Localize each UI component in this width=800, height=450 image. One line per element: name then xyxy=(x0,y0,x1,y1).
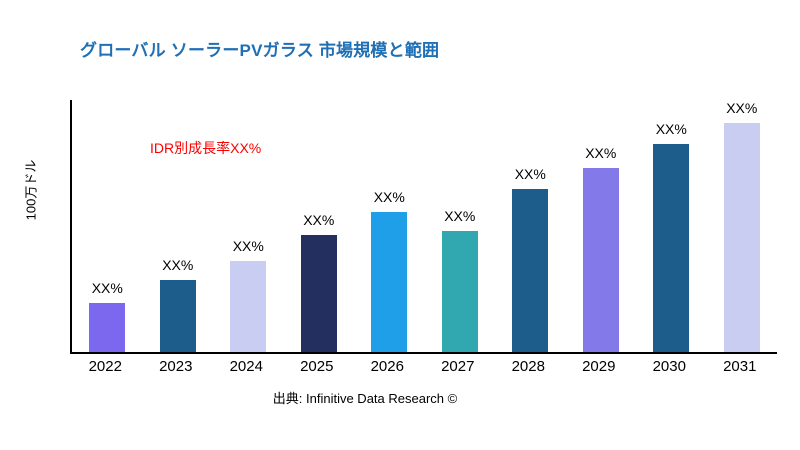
bar-group-2026: XX% xyxy=(354,100,425,352)
bar-2024 xyxy=(230,261,267,352)
y-axis-label: 100万ドル xyxy=(23,159,39,221)
bar-group-2023: XX% xyxy=(143,100,214,352)
bar-group-2022: XX% xyxy=(72,100,143,352)
bar-2031 xyxy=(723,123,760,352)
bar-value-label-2030: XX% xyxy=(655,121,687,138)
bar-2027 xyxy=(441,230,478,352)
x-axis-labels: 2022 2023 2024 2025 2026 2027 2028 2029 2030 2031 xyxy=(70,358,775,375)
growth-rate-annotation: IDR別成長率XX% xyxy=(150,140,262,156)
bar-2022 xyxy=(89,303,126,352)
bar-value-label-2027: XX% xyxy=(444,207,476,224)
bar-2028 xyxy=(512,188,549,352)
plot-area: IDR別成長率XX% XX% XX% XX% XX% XX% XX% XX% XX% XX% XX… xyxy=(70,100,777,354)
bar-value-label-2026: XX% xyxy=(373,189,405,205)
bar-group-2031: XX% xyxy=(707,100,778,352)
bar-2030 xyxy=(653,144,690,352)
bar-value-label-2023: XX% xyxy=(162,256,194,273)
x-tick-2025: 2025 xyxy=(300,358,334,375)
bar-value-label-2028: XX% xyxy=(514,165,546,182)
x-tick-2026: 2026 xyxy=(370,358,404,375)
bar-2029 xyxy=(582,167,619,352)
bar-group-2025: XX% xyxy=(284,100,355,352)
bar-2023 xyxy=(159,279,196,352)
bar-value-label-2031: XX% xyxy=(726,100,758,116)
bar-value-label-2025: XX% xyxy=(303,212,335,229)
bar-group-2027: XX% xyxy=(425,100,496,352)
bar-group-2030: XX% xyxy=(636,100,707,352)
source-text: 出典: Infinitive Data Research © xyxy=(272,391,458,406)
x-tick-2031: 2031 xyxy=(723,358,757,375)
x-tick-2028: 2028 xyxy=(511,358,545,375)
x-tick-2024: 2024 xyxy=(229,358,263,375)
x-tick-2029: 2029 xyxy=(582,358,616,375)
bar-group-2024: XX% xyxy=(213,100,284,352)
bar-group-2028: XX% xyxy=(495,100,566,352)
bar-value-label-2022: XX% xyxy=(91,280,123,296)
bar-group-2029: XX% xyxy=(566,100,637,352)
bar-2025 xyxy=(300,235,337,352)
bars-container: XX% XX% XX% XX% XX% XX% XX% XX% XX% XX% xyxy=(72,100,777,352)
x-tick-2030: 2030 xyxy=(652,358,686,375)
chart-title: グローバル ソーラーPVガラス 市場規模と範囲 xyxy=(80,41,440,60)
x-tick-2022: 2022 xyxy=(88,358,122,375)
bar-value-label-2024: XX% xyxy=(232,238,264,254)
x-tick-2027: 2027 xyxy=(441,358,475,375)
bar-value-label-2029: XX% xyxy=(585,144,617,161)
bar-2026 xyxy=(371,212,408,352)
x-tick-2023: 2023 xyxy=(159,358,193,375)
